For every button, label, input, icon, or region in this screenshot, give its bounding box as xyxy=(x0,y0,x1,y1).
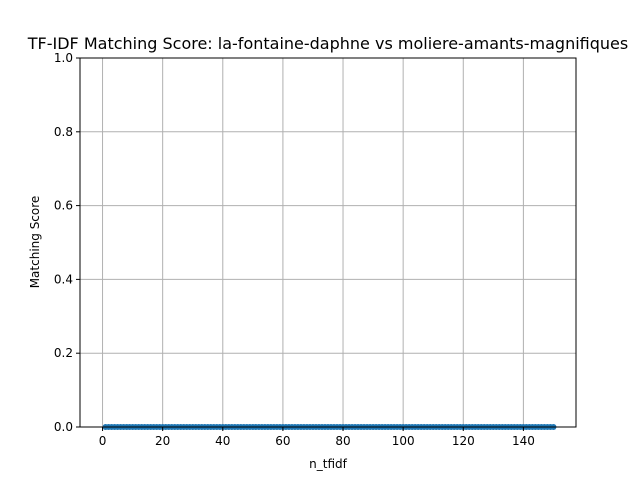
y-tick-label: 0.6 xyxy=(54,199,73,213)
x-tick-label: 0 xyxy=(99,434,107,448)
y-axis-label: Matching Score xyxy=(28,196,42,289)
x-tick-label: 40 xyxy=(215,434,230,448)
y-axis-ticks: 0.0 0.2 0.4 0.6 0.8 1.0 xyxy=(54,51,80,434)
x-tick-label: 140 xyxy=(512,434,535,448)
x-tick-label: 120 xyxy=(452,434,475,448)
grid xyxy=(80,57,576,428)
y-tick-label: 1.0 xyxy=(54,51,73,65)
y-tick-label: 0.2 xyxy=(54,346,73,360)
y-tick-label: 0.4 xyxy=(54,272,73,286)
y-tick-label: 0.0 xyxy=(54,420,73,434)
x-tick-label: 100 xyxy=(392,434,415,448)
x-tick-label: 80 xyxy=(335,434,350,448)
x-axis-ticks: 0 20 40 60 80 100 120 140 xyxy=(99,427,535,448)
plot-frame xyxy=(79,57,577,428)
x-tick-label: 20 xyxy=(155,434,170,448)
x-tick-label: 60 xyxy=(275,434,290,448)
chart-title: TF-IDF Matching Score: la-fontaine-daphn… xyxy=(27,34,628,53)
x-axis-label: n_tfidf xyxy=(309,457,347,471)
y-tick-label: 0.8 xyxy=(54,125,73,139)
